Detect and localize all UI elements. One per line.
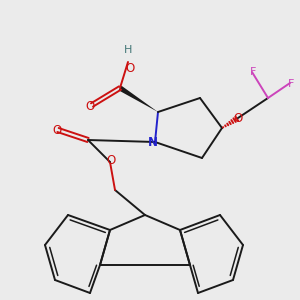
Text: F: F	[288, 79, 294, 89]
Polygon shape	[118, 86, 158, 112]
Text: O: O	[125, 61, 135, 74]
Text: O: O	[85, 100, 94, 113]
Text: F: F	[250, 67, 256, 77]
Text: O: O	[233, 112, 243, 125]
Text: N: N	[148, 136, 158, 149]
Text: H: H	[124, 45, 132, 55]
Text: O: O	[106, 154, 116, 166]
Text: O: O	[52, 124, 62, 136]
